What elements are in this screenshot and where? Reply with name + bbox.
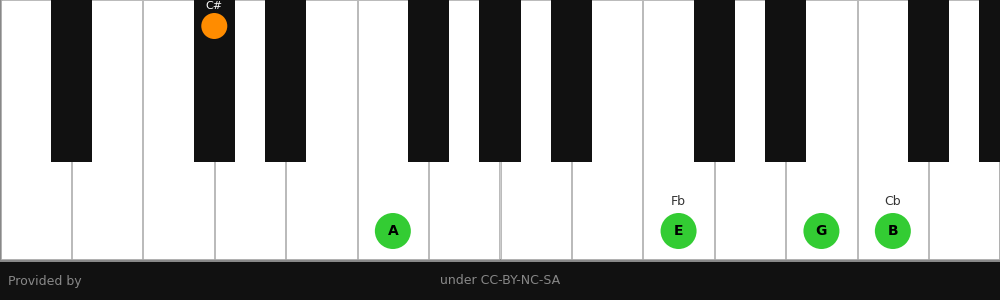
Bar <box>786 0 857 259</box>
Circle shape <box>375 213 411 249</box>
Bar <box>194 0 235 162</box>
Bar <box>694 0 735 162</box>
Bar <box>408 0 449 162</box>
Circle shape <box>803 213 839 249</box>
Bar <box>72 0 142 259</box>
Circle shape <box>661 213 697 249</box>
Text: Db: Db <box>207 0 222 2</box>
Text: B: B <box>888 224 898 238</box>
Bar <box>429 0 499 259</box>
Text: Fb: Fb <box>671 195 686 208</box>
Bar <box>143 0 214 259</box>
Bar <box>858 0 928 259</box>
Bar <box>501 0 571 259</box>
Bar <box>908 0 949 162</box>
Text: A: A <box>387 224 398 238</box>
Bar <box>765 0 806 162</box>
Bar <box>3 0 997 259</box>
Text: under CC-BY-NC-SA: under CC-BY-NC-SA <box>440 274 560 287</box>
Bar <box>358 0 428 259</box>
Bar <box>929 0 999 259</box>
Bar <box>265 0 306 162</box>
Text: G: G <box>816 224 827 238</box>
Bar <box>1 0 71 259</box>
Bar <box>715 0 785 259</box>
Bar <box>0 0 1000 262</box>
Bar <box>51 0 92 162</box>
Bar <box>0 262 1000 300</box>
Bar <box>572 0 642 259</box>
Bar <box>643 0 714 259</box>
Circle shape <box>201 13 227 39</box>
Bar <box>479 0 521 162</box>
Text: Provided by: Provided by <box>8 274 82 287</box>
Text: Cb: Cb <box>885 195 901 208</box>
Bar <box>979 0 1000 162</box>
Circle shape <box>875 213 911 249</box>
Bar <box>215 0 285 259</box>
Text: C#: C# <box>206 1 223 11</box>
Bar <box>551 0 592 162</box>
Text: E: E <box>674 224 683 238</box>
Bar <box>286 0 357 259</box>
